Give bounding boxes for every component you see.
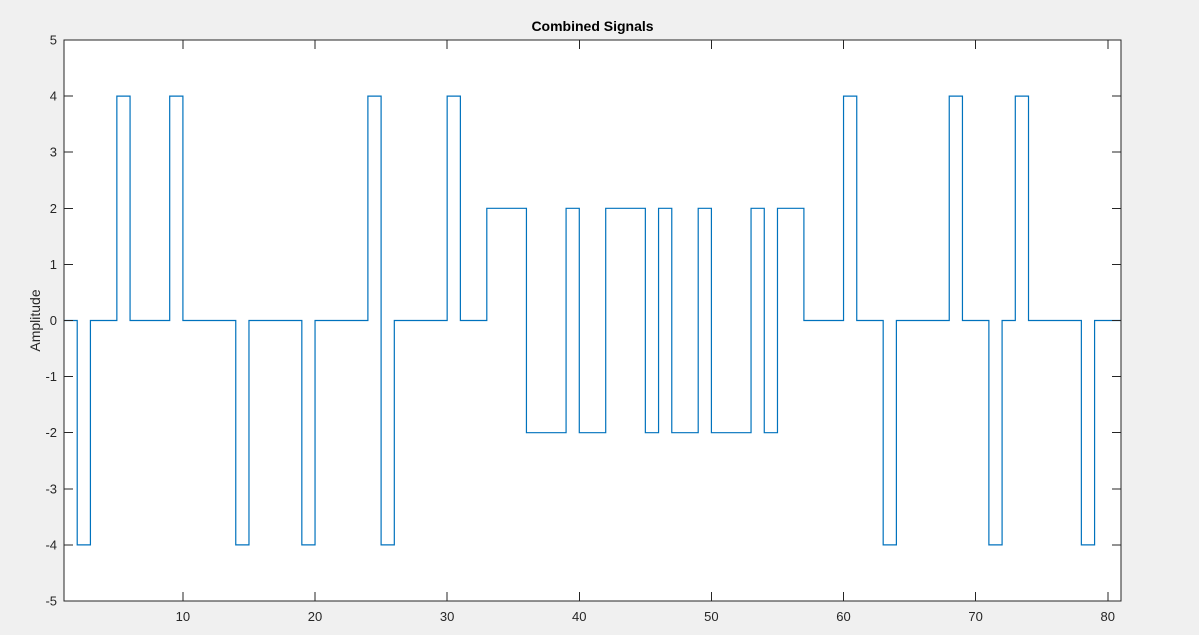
y-tick-label--1: -1 (45, 369, 57, 384)
series-layer (64, 95, 1121, 546)
y-tick-label--3: -3 (45, 481, 57, 496)
x-tick-label-10: 10 (176, 609, 190, 624)
y-tick-label-1: 1 (50, 257, 57, 272)
y-tick-label-0: 0 (50, 313, 57, 328)
ticks-layer: 10 20 30 40 50 60 70 80 -5 -4 -3 -2 -1 0 1 2 3 4 5 (45, 33, 1121, 624)
series-line-1 (64, 95, 1121, 546)
x-tick-label-20: 20 (308, 609, 322, 624)
y-tick-label--2: -2 (45, 425, 57, 440)
x-tick-label-50: 50 (704, 609, 718, 624)
y-tick-label-2: 2 (50, 201, 57, 216)
x-tick-label-30: 30 (440, 609, 454, 624)
y-axis-label: Amplitude (27, 289, 43, 351)
x-tick-label-70: 70 (968, 609, 982, 624)
y-tick-label--4: -4 (45, 537, 57, 552)
y-tick-label-5: 5 (50, 33, 57, 48)
x-tick-label-80: 80 (1101, 609, 1115, 624)
x-tick-label-40: 40 (572, 609, 586, 624)
y-tick-label--5: -5 (45, 594, 57, 609)
y-tick-label-4: 4 (50, 89, 57, 104)
x-tick-label-60: 60 (836, 609, 850, 624)
chart-title: Combined Signals (531, 18, 653, 34)
y-tick-label-3: 3 (50, 145, 57, 160)
